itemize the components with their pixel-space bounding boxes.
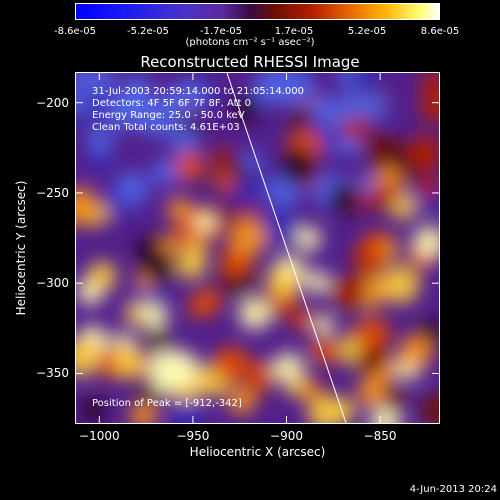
intensity-patch [169, 124, 200, 155]
intensity-patch [86, 72, 116, 93]
intensity-patch [194, 211, 217, 234]
intensity-patch [412, 225, 440, 260]
intensity-patch [356, 342, 388, 374]
intensity-patch [361, 231, 392, 263]
chart-title: Reconstructed RHESSI Image [140, 53, 360, 71]
intensity-patch [75, 337, 101, 377]
annotation-time-range: 31-Jul-2003 20:59:14.000 to 21:05:14.000 [92, 86, 304, 97]
intensity-patch [260, 206, 299, 246]
intensity-patch [295, 226, 321, 252]
intensity-patch [279, 147, 317, 185]
intensity-patch [337, 92, 365, 121]
intensity-patch [420, 393, 440, 424]
plot-frame [75, 72, 440, 424]
y-tick-label: −200 [36, 95, 69, 110]
colorbar-tick-label: 5.2e-05 [347, 26, 387, 37]
x-tick-label: −1000 [79, 429, 120, 443]
intensity-patch [115, 171, 150, 206]
intensity-patch [160, 234, 181, 255]
intensity-patch [172, 149, 205, 182]
intensity-patch [151, 158, 178, 186]
intensity-patch [355, 173, 376, 194]
intensity-patch [419, 87, 440, 124]
heatmap-plot: 31-Jul-2003 20:59:14.000 to 21:05:14.000… [75, 72, 440, 424]
colorbar-tick-label: -5.2e-05 [127, 26, 169, 37]
intensity-patch [357, 376, 388, 407]
intensity-patch [289, 108, 312, 130]
intensity-patch [331, 277, 360, 307]
intensity-patch [128, 98, 159, 129]
intensity-patch [420, 72, 440, 94]
intensity-patch [415, 173, 440, 199]
intensity-patch [141, 249, 175, 284]
intensity-patch [306, 270, 330, 295]
intensity-patch [310, 94, 340, 124]
y-axis-title: Heliocentric Y (arcsec) [14, 180, 28, 316]
intensity-patch [173, 80, 207, 114]
annotation-clean-counts: Clean Total counts: 4.61E+03 [92, 122, 240, 133]
intensity-patch [251, 74, 282, 105]
intensity-patch [227, 386, 256, 415]
heatmap-intensity [75, 72, 440, 424]
intensity-patch [354, 316, 390, 352]
colorbar-tick-label: -8.6e-05 [54, 26, 96, 37]
y-tick-label: −300 [36, 276, 69, 291]
intensity-patch [307, 394, 345, 424]
intensity-patch [372, 182, 399, 209]
annotation-peak-position: Position of Peak = [-912,-342] [92, 398, 242, 409]
intensity-patch [406, 135, 440, 171]
intensity-patch [176, 251, 206, 280]
intensity-patch [232, 92, 262, 122]
intensity-patch [129, 75, 151, 98]
intensity-patch [145, 326, 172, 353]
intensity-patch [75, 91, 90, 116]
intensity-patch [238, 296, 272, 330]
intensity-patch [381, 264, 420, 304]
footer-date: 4-Jun-2013 20:24 [409, 484, 497, 495]
intensity-patch [382, 388, 406, 412]
intensity-patch [141, 303, 169, 331]
intensity-patch [247, 361, 274, 387]
axis-ticks [75, 72, 440, 424]
intensity-patch [266, 266, 299, 299]
intensity-patch [286, 374, 310, 398]
solar-limb-line [226, 72, 347, 424]
colorbar [75, 3, 440, 20]
colorbar-tick-label: -1.7e-05 [200, 26, 242, 37]
annotation-detectors: Detectors: 4F 5F 6F 7F 8F, Att 0 [92, 98, 251, 109]
colorbar-unit-label: (photons cm⁻² s⁻¹ asec⁻²) [185, 37, 315, 48]
colorbar-tick-label: 1.7e-05 [274, 26, 314, 37]
y-tick-label: −250 [36, 185, 69, 200]
intensity-patch [169, 399, 205, 424]
colorbar-tick-label: 8.6e-05 [420, 26, 460, 37]
intensity-patch [310, 336, 339, 365]
intensity-patch [362, 131, 400, 169]
x-tick-label: −900 [270, 429, 303, 443]
intensity-patch [229, 219, 267, 257]
intensity-patch [313, 314, 335, 335]
intensity-patch [213, 346, 250, 383]
intensity-patch [279, 72, 315, 107]
intensity-patch [167, 197, 193, 223]
intensity-patch [130, 402, 158, 424]
x-tick-label: −850 [363, 429, 397, 443]
intensity-patch [146, 349, 184, 387]
intensity-patch [349, 72, 383, 95]
intensity-patch [75, 187, 99, 227]
x-axis-title: Heliocentric X (arcsec) [189, 445, 326, 459]
intensity-patch [187, 293, 213, 319]
intensity-patch [113, 347, 144, 379]
y-tick-label: −350 [36, 366, 69, 381]
intensity-patch [398, 335, 433, 369]
intensity-patch [87, 261, 117, 291]
intensity-patch [213, 169, 236, 192]
intensity-patch [327, 182, 360, 214]
x-tick-label: −950 [176, 429, 210, 443]
intensity-patch [86, 127, 114, 155]
intensity-patch [231, 176, 266, 211]
annotation-energy-range: Energy Range: 25.0 - 50.0 keV [92, 110, 245, 121]
intensity-patch [360, 91, 389, 121]
